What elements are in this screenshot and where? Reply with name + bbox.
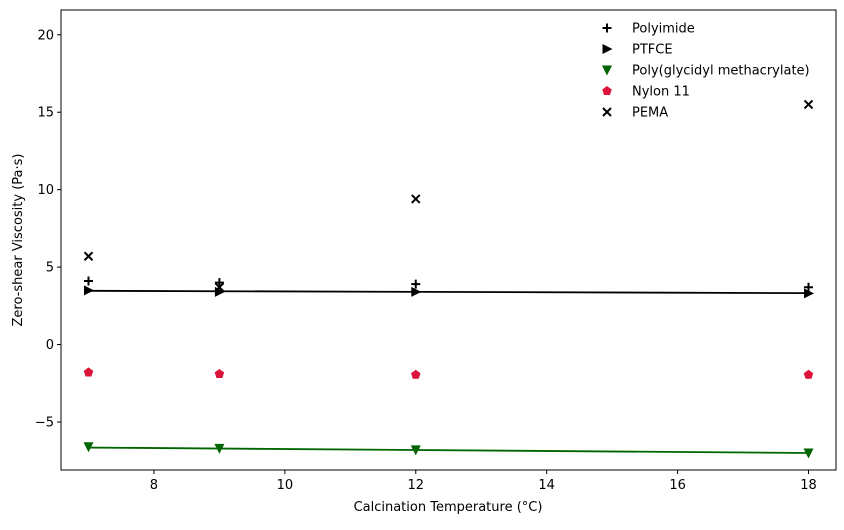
x-tick-label: 16 — [669, 478, 686, 493]
y-axis-label: Zero-shear Viscosity (Pa·s) — [11, 154, 26, 327]
data-point — [411, 279, 421, 289]
data-point — [214, 443, 225, 454]
legend-label: Nylon 11 — [632, 85, 690, 100]
legend-marker — [602, 86, 612, 96]
x-tick-label: 12 — [407, 478, 424, 493]
legend-label: PTFCE — [632, 43, 673, 58]
data-point — [804, 288, 815, 299]
data-point — [83, 276, 93, 286]
data-point — [803, 99, 814, 110]
data-point — [214, 278, 224, 288]
data-point — [83, 442, 94, 453]
y-tick-label: 5 — [46, 261, 54, 276]
legend-marker — [602, 65, 612, 76]
data-point — [411, 286, 422, 297]
trend-line — [88, 289, 809, 295]
legend-item: Poly(glycidyl methacrylate) — [602, 64, 810, 79]
x-tick-label: 10 — [277, 478, 294, 493]
legend-item: PEMA — [602, 106, 668, 121]
x-tick-label: 8 — [150, 478, 158, 493]
data-point — [803, 448, 814, 459]
data-point — [83, 251, 94, 261]
y-tick-label: 10 — [37, 183, 54, 198]
data-point — [214, 282, 225, 292]
y-tick-label: 15 — [37, 106, 54, 121]
legend-label: PEMA — [632, 106, 668, 121]
legend-marker — [602, 44, 613, 54]
x-axis-ticks: 8 10 12 14 16 18 — [150, 470, 817, 493]
x-tick-label: 18 — [800, 478, 817, 493]
data-points — [83, 99, 815, 459]
legend-item: Polyimide — [602, 22, 695, 37]
y-tick-label: 0 — [46, 338, 54, 353]
y-tick-label: 20 — [37, 28, 54, 43]
legend-marker — [602, 23, 612, 33]
data-point — [411, 369, 421, 379]
data-point — [804, 282, 814, 292]
data-point — [83, 367, 94, 377]
data-point — [803, 369, 814, 379]
x-tick-label: 14 — [538, 478, 555, 493]
legend: Polyimide PTFCE Poly(glycidyl methacrylate… — [602, 22, 810, 121]
legend-item: Nylon 11 — [602, 85, 690, 100]
x-axis-label: Calcination Temperature (°C) — [354, 500, 543, 515]
data-point — [411, 194, 421, 204]
data-point — [83, 285, 94, 296]
trend-line — [88, 446, 809, 454]
data-point — [410, 445, 421, 456]
legend-label: Poly(glycidyl methacrylate) — [632, 64, 810, 79]
plot-frame — [60, 9, 837, 471]
y-tick-label: −5 — [35, 415, 54, 430]
legend-label: Polyimide — [632, 22, 695, 37]
trend-lines — [88, 289, 809, 454]
data-point — [214, 368, 225, 379]
legend-item: PTFCE — [602, 43, 673, 58]
legend-marker — [602, 107, 612, 117]
y-axis-ticks: −5 0 5 10 15 20 — [35, 28, 61, 430]
